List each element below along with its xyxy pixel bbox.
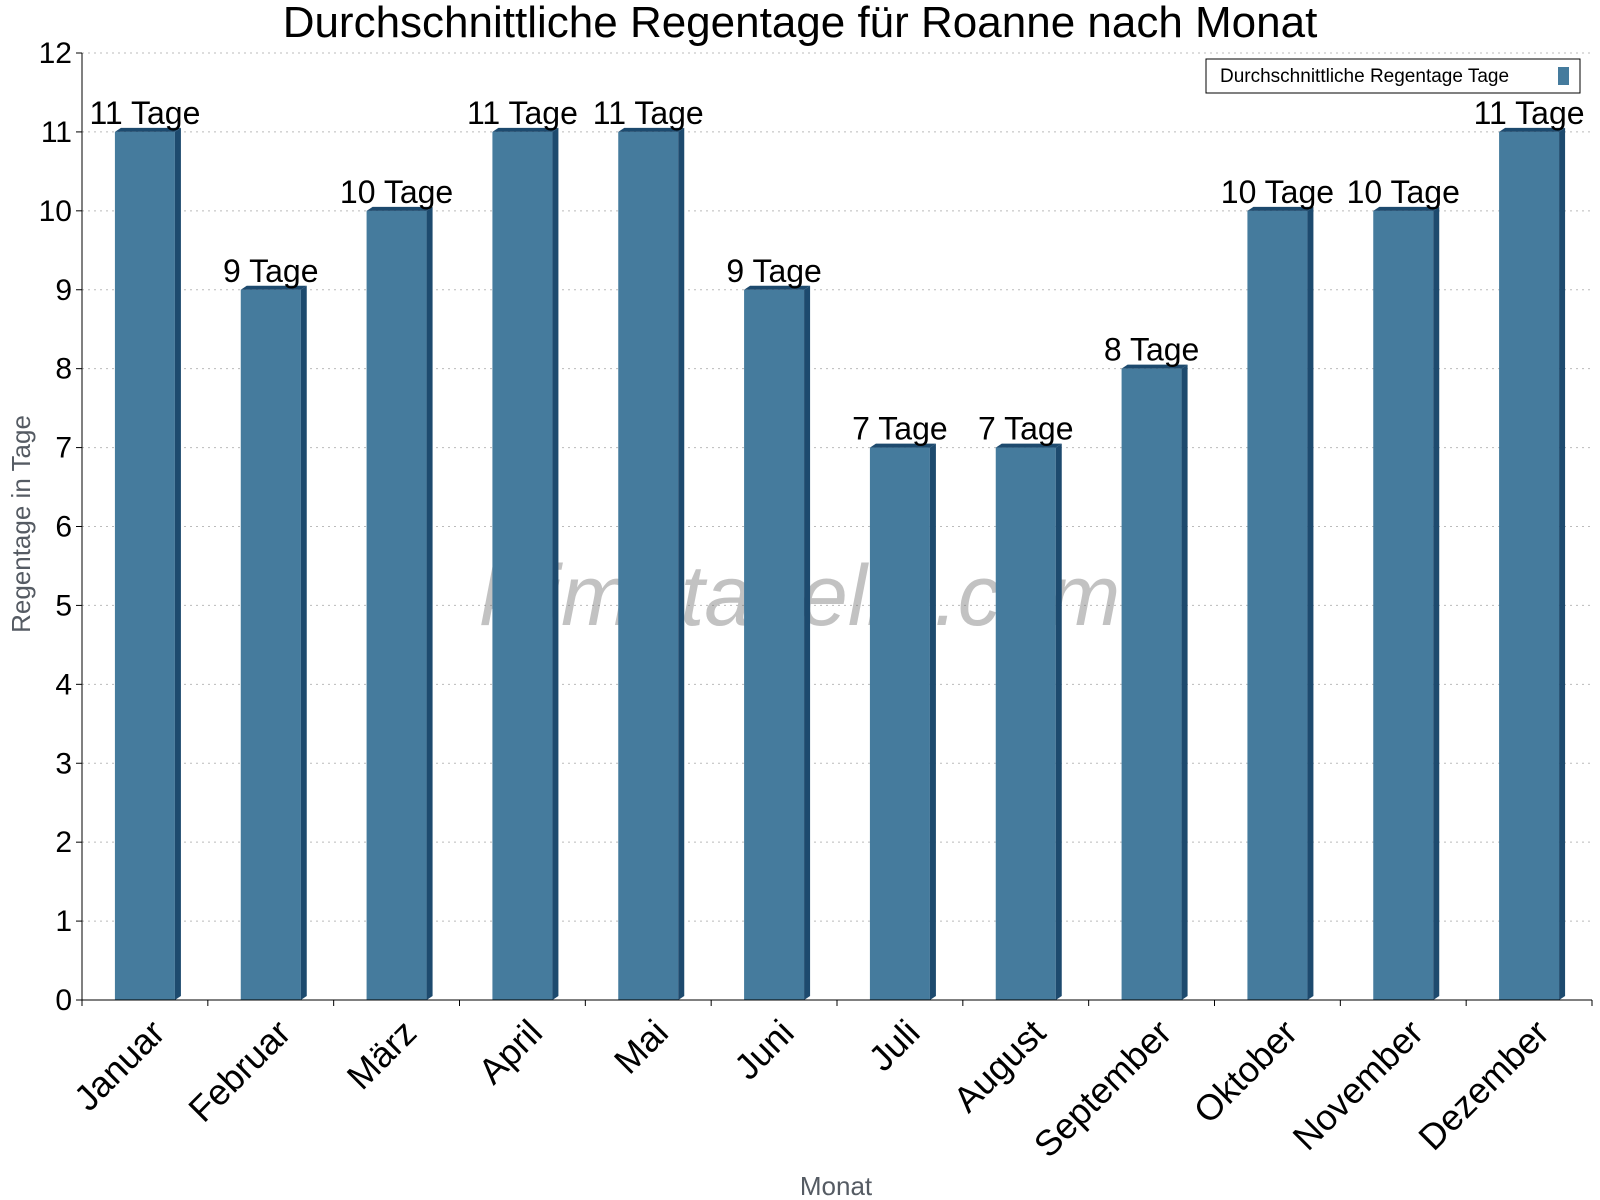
bar-side [804,285,811,1000]
bar-top [1373,206,1440,211]
bar-front [869,447,930,1000]
y-tick-label: 4 [55,668,72,701]
data-label: 9 Tage [223,253,319,289]
x-tick-label: August [945,1012,1053,1120]
legend: Durchschnittliche Regentage Tage [1205,58,1581,94]
data-label: 11 Tage [1474,95,1585,131]
bar-front [1121,368,1182,1001]
bar-front [618,131,679,1000]
x-tick-label: Februar [180,1012,298,1130]
bar-side [1559,127,1566,1000]
y-tick-label: 8 [55,353,72,386]
bar-front [366,210,427,1001]
data-label: 11 Tage [467,95,578,131]
bar [618,127,685,1000]
y-tick-label: 11 [41,116,72,149]
bar-side [174,127,181,1000]
bar-top [1499,127,1566,132]
x-tick-label: Januar [66,1012,173,1119]
data-label: 11 Tage [89,95,200,131]
bar-side [300,285,307,1000]
x-tick-label: November [1284,1012,1430,1158]
bar-side [1181,364,1188,1001]
bar-side [1433,206,1440,1001]
x-tick-label: Juli [860,1012,927,1079]
data-label: 9 Tage [726,253,822,289]
legend-swatch [1558,67,1569,85]
data-label: 11 Tage [593,95,704,131]
bar-front [114,131,175,1000]
bar-top [240,285,307,290]
bar [114,127,181,1000]
bar-front [1247,210,1308,1001]
y-tick-label: 7 [55,432,72,465]
data-label: 10 Tage [1347,174,1460,210]
bar-top [492,127,559,132]
y-tick-label: 0 [55,984,72,1017]
y-tick-label: 1 [55,905,72,938]
bar-side [929,443,936,1000]
bar [492,127,559,1000]
bar [1247,206,1314,1001]
data-label: 10 Tage [1221,174,1334,210]
data-label: 7 Tage [978,411,1074,447]
bar-top [618,127,685,132]
bar-front [995,447,1056,1000]
y-tick-label: 12 [39,37,72,70]
bar [1499,127,1566,1000]
bar [366,206,433,1001]
legend-box [1205,58,1581,94]
y-tick-label: 2 [55,826,72,859]
x-axis-label: Monat [800,1171,873,1200]
bar [995,443,1062,1000]
bar-top [995,443,1062,448]
bar-side [426,206,433,1001]
bar-side [552,127,559,1000]
x-tick-label: Mai [606,1012,676,1082]
bar-front [1499,131,1560,1000]
bar-front [1373,210,1434,1001]
bar-front [492,131,553,1000]
x-tick-label: Dezember [1410,1012,1556,1158]
bar-front [744,289,805,1000]
bar-top [744,285,811,290]
bar-side [678,127,685,1000]
data-label: 10 Tage [340,174,453,210]
x-tick-label: März [339,1012,425,1098]
legend-entry-label: Durchschnittliche Regentage Tage [1220,66,1509,87]
bar-side [1307,206,1314,1001]
chart-title: Durchschnittliche Regentage für Roanne n… [283,0,1318,47]
data-label: 7 Tage [852,411,948,447]
x-tick-label: April [470,1012,550,1092]
bar [240,285,307,1000]
y-tick-label: 3 [55,747,72,780]
x-tick-label: September [1026,1012,1180,1166]
x-tick-label: Juni [726,1012,802,1088]
bar-top [1121,364,1188,369]
bar-side [1055,443,1062,1000]
bar-top [869,443,936,448]
bar [744,285,811,1000]
bar [1373,206,1440,1001]
y-tick-label: 6 [55,511,72,544]
y-tick-label: 5 [55,589,72,622]
bar [869,443,936,1000]
bar-top [114,127,181,132]
axes [76,52,1593,1006]
bar-front [240,289,301,1000]
y-tick-label: 9 [55,274,72,307]
bar-top [1247,206,1314,211]
y-tick-label: 10 [39,195,72,228]
bars [114,127,1566,1001]
data-label: 8 Tage [1104,332,1200,368]
y-axis-label: Regentage in Tage [6,415,36,633]
bar-top [366,206,433,211]
data-labels: 11 Tage 9 Tage 10 Tage 11 Tage 11 Tage 9 Tage… [89,95,1584,447]
bar [1121,364,1188,1001]
x-tick-label: Oktober [1186,1012,1306,1132]
x-tick-labels: Januar Februar März April Mai Juni Juli AugustS… [66,1012,1557,1166]
